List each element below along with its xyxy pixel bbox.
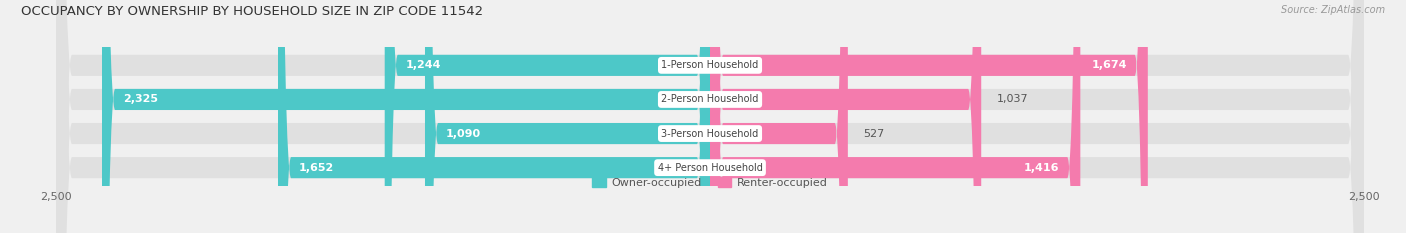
FancyBboxPatch shape <box>710 0 981 233</box>
Text: Source: ZipAtlas.com: Source: ZipAtlas.com <box>1281 5 1385 15</box>
FancyBboxPatch shape <box>710 0 1147 233</box>
Text: 1,090: 1,090 <box>446 129 481 139</box>
FancyBboxPatch shape <box>56 0 1364 233</box>
FancyBboxPatch shape <box>710 0 848 233</box>
Text: 2,325: 2,325 <box>122 94 157 104</box>
Legend: Owner-occupied, Renter-occupied: Owner-occupied, Renter-occupied <box>588 172 832 192</box>
Text: OCCUPANCY BY OWNERSHIP BY HOUSEHOLD SIZE IN ZIP CODE 11542: OCCUPANCY BY OWNERSHIP BY HOUSEHOLD SIZE… <box>21 5 484 18</box>
Text: 1-Person Household: 1-Person Household <box>661 60 759 70</box>
FancyBboxPatch shape <box>385 0 710 233</box>
FancyBboxPatch shape <box>56 0 1364 233</box>
FancyBboxPatch shape <box>425 0 710 233</box>
Text: 1,244: 1,244 <box>405 60 441 70</box>
FancyBboxPatch shape <box>278 0 710 233</box>
FancyBboxPatch shape <box>56 0 1364 233</box>
Text: 527: 527 <box>863 129 884 139</box>
Text: 2-Person Household: 2-Person Household <box>661 94 759 104</box>
Text: 4+ Person Household: 4+ Person Household <box>658 163 762 173</box>
Text: 1,652: 1,652 <box>299 163 335 173</box>
Text: 1,674: 1,674 <box>1091 60 1126 70</box>
FancyBboxPatch shape <box>710 0 1080 233</box>
Text: 1,416: 1,416 <box>1024 163 1059 173</box>
Text: 1,037: 1,037 <box>997 94 1029 104</box>
Text: 3-Person Household: 3-Person Household <box>661 129 759 139</box>
FancyBboxPatch shape <box>103 0 710 233</box>
FancyBboxPatch shape <box>56 0 1364 233</box>
